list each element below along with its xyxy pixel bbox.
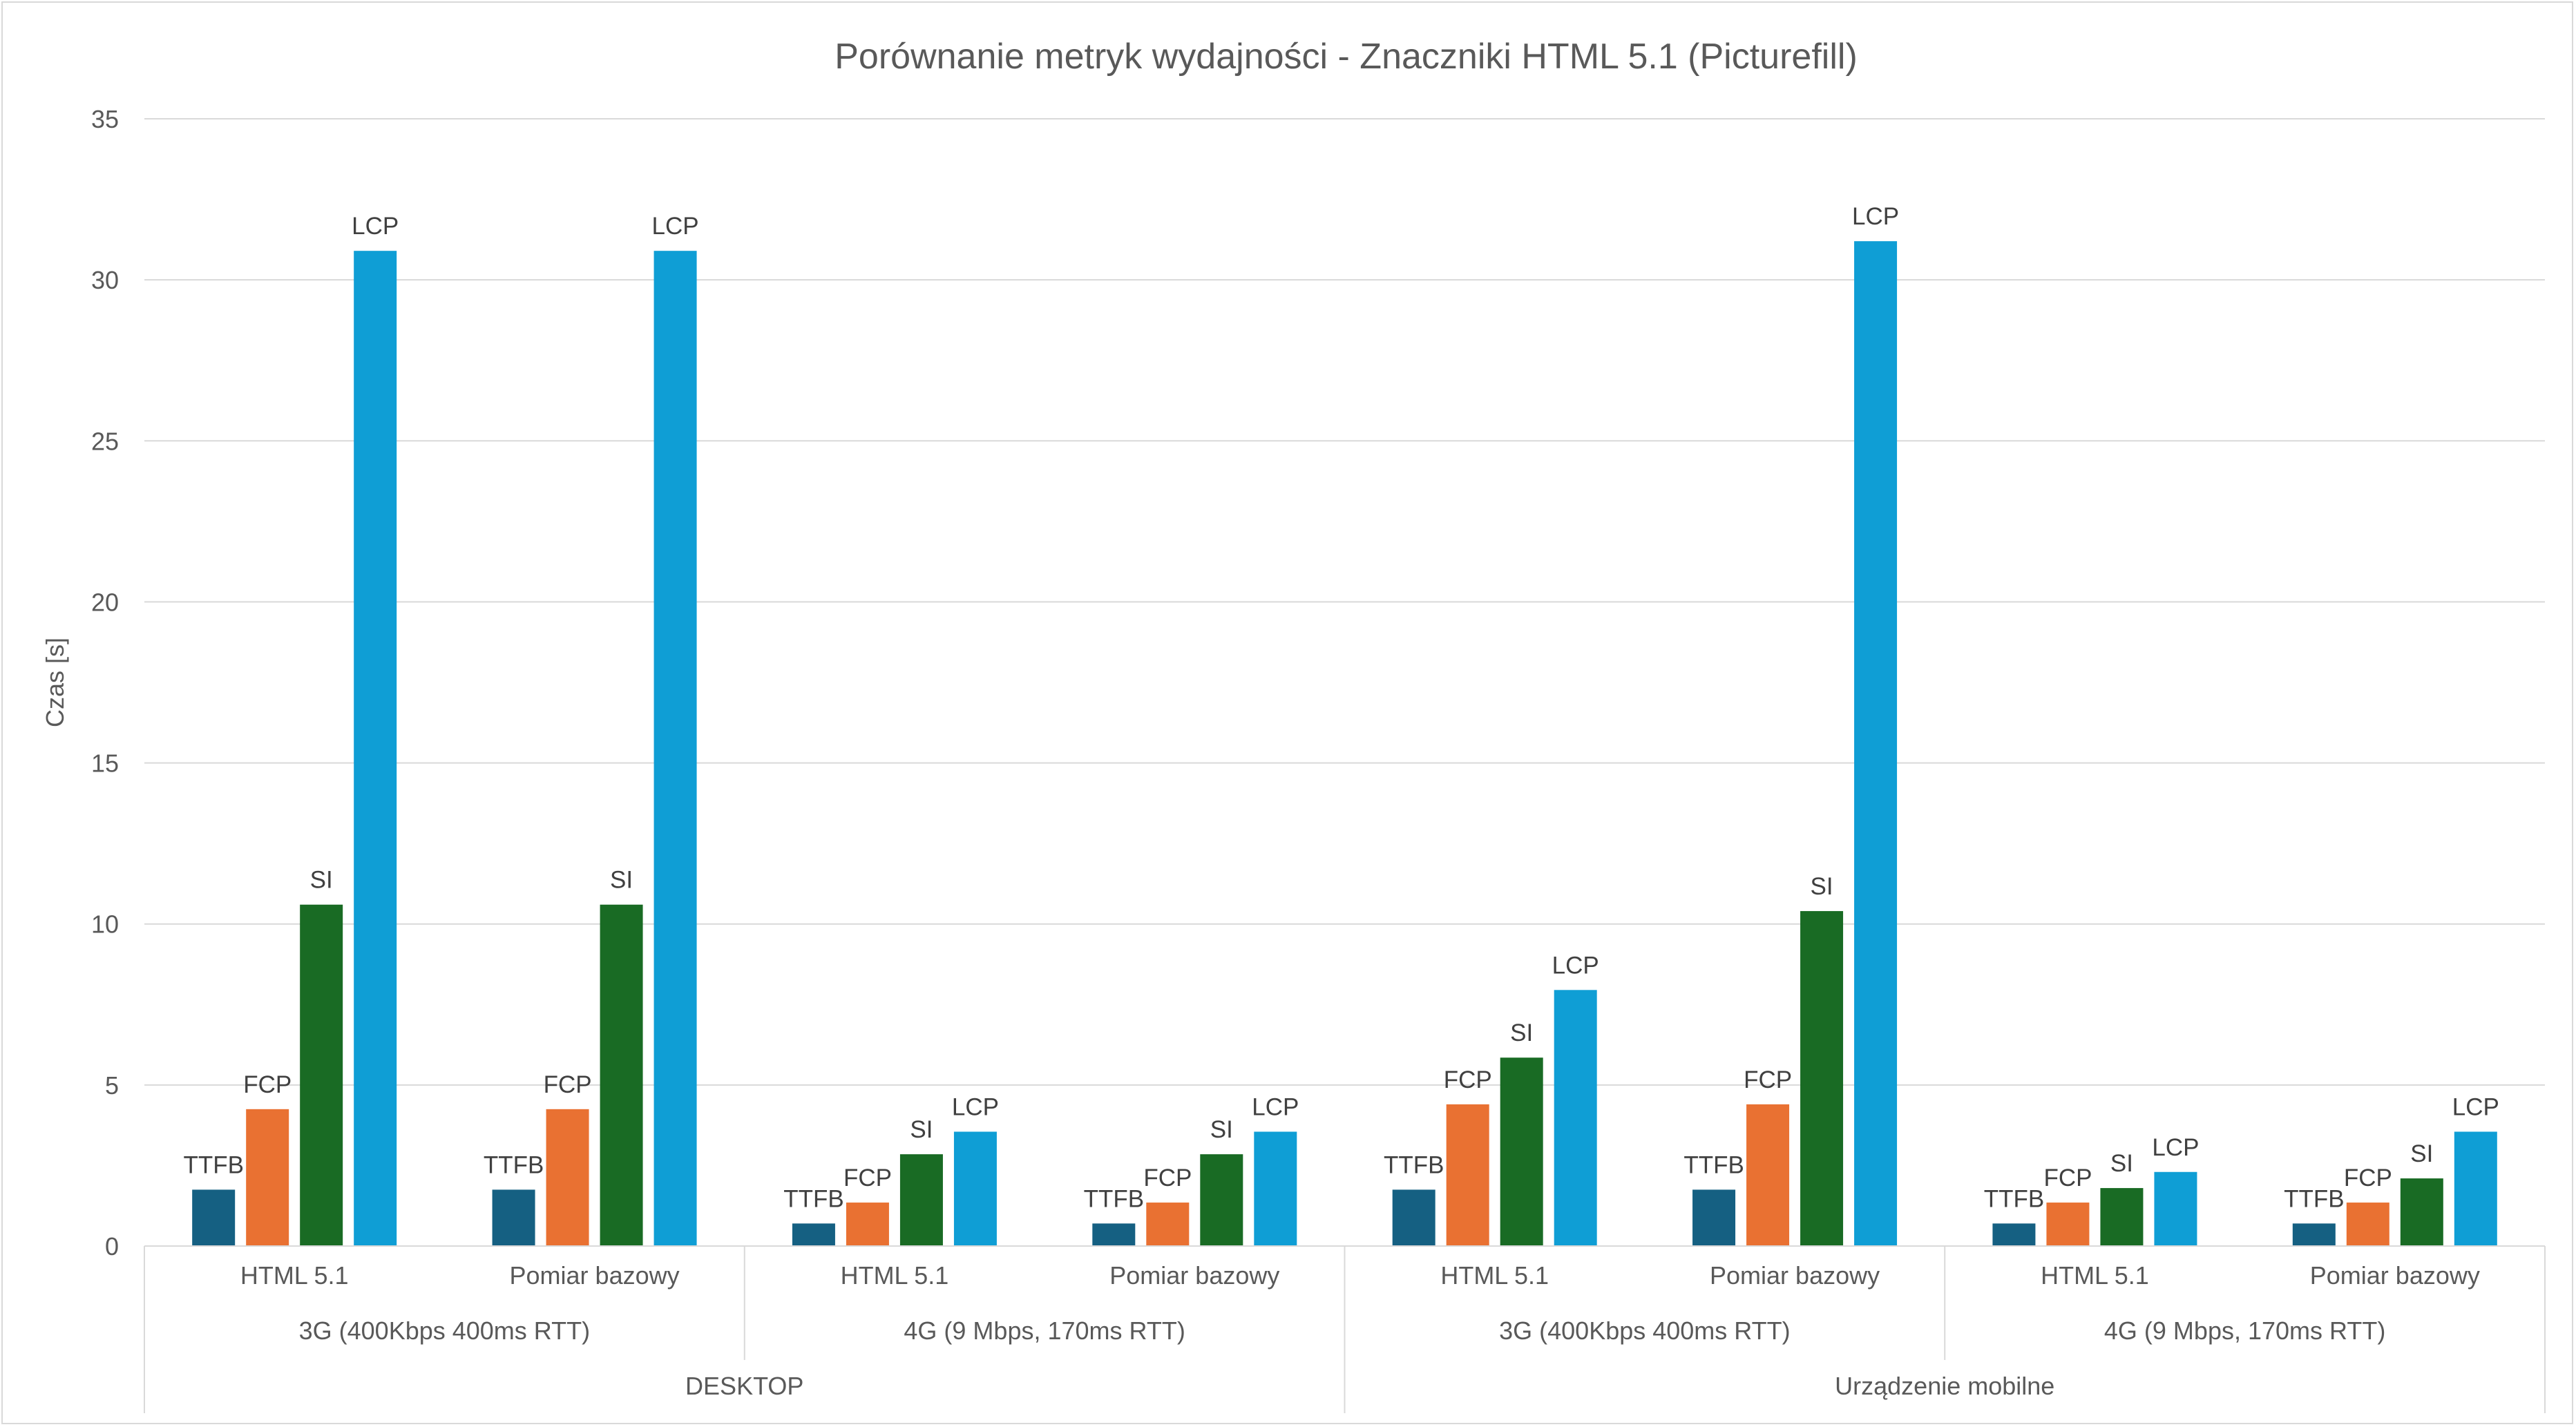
data-label: LCP: [652, 213, 699, 240]
x-category-label: HTML 5.1: [1440, 1261, 1549, 1290]
x-category-label: HTML 5.1: [841, 1261, 949, 1290]
bar-fcp: [2046, 1203, 2090, 1246]
bar-fcp: [1746, 1104, 1790, 1246]
data-label: TTFB: [1683, 1151, 1744, 1178]
bar-fcp: [1446, 1104, 1489, 1246]
bar-ttfb: [1092, 1223, 1136, 1246]
y-tick-label: 20: [91, 588, 119, 616]
y-tick-label: 0: [105, 1232, 119, 1261]
data-label: SI: [910, 1116, 933, 1143]
x-device-group-label: Urządzenie mobilne: [1835, 1372, 2054, 1400]
y-tick-label: 35: [91, 105, 119, 133]
bar-ttfb: [792, 1223, 835, 1246]
bar-si: [899, 1154, 943, 1246]
x-network-group-label: 3G (400Kbps 400ms RTT): [299, 1316, 591, 1345]
data-label: SI: [1811, 873, 1833, 900]
bar-lcp: [354, 251, 397, 1247]
x-network-group-label: 4G (9 Mbps, 170ms RTT): [904, 1316, 1185, 1345]
data-label: TTFB: [1384, 1151, 1444, 1178]
y-axis-label: Czas [s]: [41, 638, 69, 727]
bar-fcp: [1146, 1203, 1190, 1246]
gridlines: [144, 118, 2545, 1086]
bar-si: [2400, 1178, 2443, 1246]
bar-ttfb: [492, 1189, 535, 1246]
bar-lcp: [953, 1131, 997, 1246]
bar-ttfb: [192, 1189, 236, 1246]
x-category-label: Pomiar bazowy: [1710, 1261, 1880, 1290]
data-label: FCP: [243, 1071, 292, 1098]
bar-si: [2100, 1188, 2144, 1246]
bar-si: [1500, 1057, 1543, 1246]
data-labels: TTFBFCPSILCPTTFBFCPSILCPTTFBFCPSILCPTTFB…: [183, 203, 2499, 1212]
y-axis-ticks: 0 5 10 15 20 25 30 35: [91, 105, 119, 1261]
bar-fcp: [846, 1203, 889, 1246]
data-label: FCP: [2043, 1165, 2092, 1191]
data-label: SI: [1210, 1116, 1233, 1143]
data-label: FCP: [843, 1165, 892, 1191]
data-label: LCP: [1852, 203, 1899, 230]
bar-si: [600, 904, 643, 1246]
y-tick-label: 25: [91, 427, 119, 455]
data-label: LCP: [1552, 952, 1599, 979]
bar-ttfb: [1392, 1189, 1435, 1246]
data-label: SI: [2110, 1150, 2133, 1177]
data-label: LCP: [1252, 1093, 1299, 1120]
data-label: FCP: [1744, 1066, 1792, 1093]
data-label: SI: [610, 867, 633, 894]
bar-lcp: [653, 251, 697, 1247]
x-category-label: Pomiar bazowy: [2310, 1261, 2480, 1290]
bar-si: [300, 904, 343, 1246]
data-label: SI: [1510, 1019, 1533, 1046]
chart-svg: Porównanie metryk wydajności - Znaczniki…: [41, 37, 2546, 1413]
data-label: TTFB: [2284, 1185, 2344, 1212]
bar-lcp: [1254, 1131, 1297, 1246]
data-label: TTFB: [1084, 1185, 1144, 1212]
data-label: TTFB: [1984, 1185, 2044, 1212]
bar-lcp: [2454, 1131, 2497, 1246]
x-category-label: HTML 5.1: [2041, 1261, 2149, 1290]
y-tick-label: 10: [91, 910, 119, 939]
chart-title: Porównanie metryk wydajności - Znaczniki…: [834, 37, 1858, 77]
x-network-group-label: 3G (400Kbps 400ms RTT): [1499, 1316, 1791, 1345]
data-label: LCP: [2452, 1093, 2499, 1120]
data-label: FCP: [544, 1071, 592, 1098]
bar-lcp: [1854, 241, 1898, 1246]
data-label: LCP: [352, 213, 399, 240]
data-label: SI: [2410, 1140, 2433, 1167]
data-label: LCP: [952, 1093, 999, 1120]
x-category-label: HTML 5.1: [240, 1261, 349, 1290]
bar-fcp: [246, 1109, 289, 1246]
x-category-label: Pomiar bazowy: [1109, 1261, 1279, 1290]
data-label: TTFB: [183, 1151, 243, 1178]
x-axis: HTML 5.1 Pomiar bazowy HTML 5.1 Pomiar bazo…: [144, 1245, 2546, 1413]
bar-ttfb: [2292, 1223, 2336, 1246]
bar-ttfb: [1692, 1189, 1736, 1246]
bar-lcp: [1554, 990, 1597, 1246]
data-label: LCP: [2152, 1134, 2199, 1161]
bar-si: [1200, 1154, 1243, 1246]
data-label: FCP: [1143, 1165, 1192, 1191]
x-category-label: Pomiar bazowy: [510, 1261, 680, 1290]
data-label: TTFB: [783, 1185, 843, 1212]
data-label: TTFB: [484, 1151, 544, 1178]
bar-fcp: [2346, 1203, 2389, 1246]
data-label: SI: [310, 867, 333, 894]
bar-fcp: [546, 1109, 589, 1246]
data-label: FCP: [1444, 1066, 1492, 1093]
y-tick-label: 30: [91, 266, 119, 294]
data-label: FCP: [2344, 1165, 2392, 1191]
bar-si: [1800, 911, 1844, 1246]
bar-ttfb: [1992, 1223, 2036, 1246]
y-tick-label: 15: [91, 749, 119, 778]
y-tick-label: 5: [105, 1071, 119, 1100]
x-device-group-label: DESKTOP: [685, 1372, 803, 1400]
x-network-group-label: 4G (9 Mbps, 170ms RTT): [2104, 1316, 2385, 1345]
bars: [192, 241, 2497, 1247]
bar-lcp: [2154, 1171, 2197, 1246]
